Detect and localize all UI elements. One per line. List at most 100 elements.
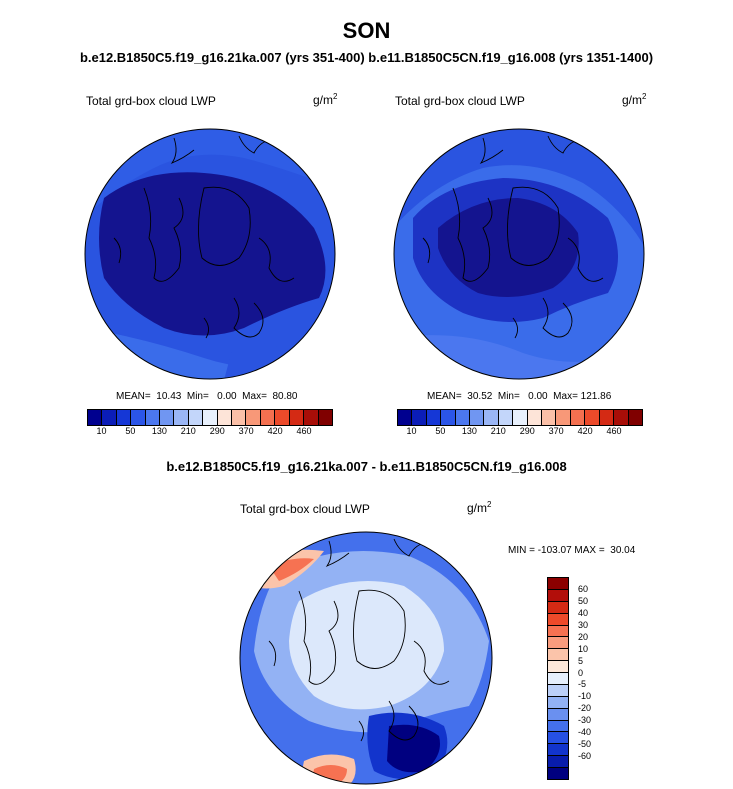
left-colorbar-swatch xyxy=(116,410,132,425)
difference-colorbar-swatch xyxy=(548,768,568,779)
left-colorbar-tick-label: 290 xyxy=(209,426,225,436)
difference-colorbar-swatch xyxy=(548,708,568,721)
left-colorbar-swatch xyxy=(145,410,161,425)
right-panel-units: g/m2 xyxy=(622,92,647,107)
difference-colorbar-tick-label: 20 xyxy=(578,631,589,642)
right-colorbar-tick-label: 460 xyxy=(606,426,622,436)
right-panel-label: Total grd-box cloud LWP xyxy=(395,94,525,108)
left-colorbar-tick-label: 130 xyxy=(151,426,167,436)
difference-colorbar-tick-label: 60 xyxy=(578,583,589,594)
left-panel-stats: MEAN= 10.43 Min= 0.00 Max= 80.80 xyxy=(116,391,298,402)
difference-colorbar-swatch xyxy=(548,601,568,614)
left-colorbar-swatch xyxy=(203,410,218,425)
left-colorbar-tick-label: 370 xyxy=(238,426,254,436)
right-colorbar-swatch xyxy=(484,410,499,425)
left-panel-units: g/m2 xyxy=(313,92,338,107)
left-colorbar-swatch xyxy=(188,410,204,425)
difference-colorbar xyxy=(547,577,569,780)
left-colorbar-tick-label: 210 xyxy=(180,426,196,436)
right-colorbar: 10 50 130 210 290 370 420 460 xyxy=(397,409,643,438)
difference-colorbar-tick-label: -50 xyxy=(578,739,592,750)
right-panel-stats: MEAN= 30.52 Min= 0.00 Max= 121.86 xyxy=(427,391,612,402)
right-colorbar-swatch xyxy=(412,410,427,425)
right-colorbar-swatch xyxy=(527,410,543,425)
left-colorbar-swatch xyxy=(88,410,103,425)
right-colorbar-swatch xyxy=(599,410,615,425)
difference-colorbar-swatch xyxy=(548,613,568,626)
left-colorbar-tick-label: 10 xyxy=(96,426,107,436)
page-title: SON xyxy=(342,18,391,43)
difference-panel-units: g/m2 xyxy=(467,500,492,515)
difference-stats: MIN = -103.07 MAX = 30.04 xyxy=(508,545,636,556)
difference-colorbar-swatch xyxy=(548,756,568,768)
difference-colorbar-swatch xyxy=(548,684,568,697)
left-colorbar-swatch xyxy=(304,410,319,425)
difference-colorbar-swatch xyxy=(548,625,568,638)
left-colorbar-tick-label: 460 xyxy=(296,426,312,436)
right-colorbar-swatch xyxy=(398,410,413,425)
right-colorbar-swatch xyxy=(441,410,456,425)
left-colorbar-tick-label: 420 xyxy=(267,426,283,436)
difference-colorbar-tick-label: 50 xyxy=(578,595,589,606)
difference-colorbar-tick-label: 30 xyxy=(578,619,589,630)
difference-colorbar-tick-label: 10 xyxy=(578,643,589,654)
difference-colorbar-tick-label: -60 xyxy=(578,751,592,762)
difference-colorbar-swatch xyxy=(548,661,568,673)
difference-colorbar-tick-label: -30 xyxy=(578,715,592,726)
left-colorbar-swatch xyxy=(275,410,290,425)
right-colorbar-tick-label: 210 xyxy=(490,426,506,436)
difference-colorbar-tick-label: -10 xyxy=(578,691,592,702)
right-colorbar-swatch xyxy=(470,410,485,425)
right-colorbar-tick-label: 290 xyxy=(519,426,535,436)
difference-colorbar-swatch xyxy=(548,744,568,757)
left-colorbar-swatch xyxy=(217,410,233,425)
left-colorbar-swatch xyxy=(318,410,332,425)
right-colorbar-swatch xyxy=(570,410,586,425)
right-colorbar-swatch xyxy=(585,410,600,425)
difference-title: b.e12.B1850C5.f19_g16.21ka.007 - b.e11.B… xyxy=(166,459,567,474)
difference-colorbar-tick-label: 40 xyxy=(578,607,589,618)
left-colorbar-swatch xyxy=(232,410,247,425)
right-colorbar-tick-label: 370 xyxy=(548,426,564,436)
right-colorbar-swatch xyxy=(426,410,442,425)
left-colorbar-swatch xyxy=(246,410,261,425)
difference-colorbar-swatch xyxy=(548,637,568,650)
left-colorbar-tick-label: 50 xyxy=(125,426,136,436)
left-polar-map xyxy=(84,128,336,380)
difference-colorbar-swatch xyxy=(548,649,568,662)
right-colorbar-swatch xyxy=(542,410,557,425)
difference-colorbar-tick-label: -40 xyxy=(578,727,592,738)
left-colorbar-swatch xyxy=(102,410,117,425)
right-colorbar-swatch xyxy=(614,410,629,425)
difference-colorbar-swatch xyxy=(548,732,568,745)
left-colorbar-swatch xyxy=(289,410,305,425)
right-colorbar-tick-label: 420 xyxy=(577,426,593,436)
left-colorbar-swatch xyxy=(174,410,189,425)
right-polar-map xyxy=(393,128,645,380)
difference-colorbar-swatch xyxy=(548,696,568,709)
left-panel-label: Total grd-box cloud LWP xyxy=(86,94,216,108)
right-colorbar-tick-label: 50 xyxy=(435,426,446,436)
right-colorbar-tick-label: 10 xyxy=(406,426,417,436)
difference-colorbar-swatch xyxy=(548,720,568,733)
page-subtitle: b.e12.B1850C5.f19_g16.21ka.007 (yrs 351-… xyxy=(79,50,654,65)
right-colorbar-swatch xyxy=(556,410,571,425)
difference-colorbar-swatch xyxy=(548,589,568,602)
right-colorbar-swatch xyxy=(513,410,528,425)
difference-colorbar-tick-label: -5 xyxy=(578,679,587,690)
difference-panel-label: Total grd-box cloud LWP xyxy=(240,502,370,516)
difference-polar-map xyxy=(239,531,493,785)
difference-colorbar-tick-label: -20 xyxy=(578,703,592,714)
left-colorbar-swatch xyxy=(160,410,175,425)
difference-colorbar-swatch xyxy=(548,578,568,590)
right-colorbar-swatch xyxy=(455,410,471,425)
left-colorbar-swatch xyxy=(260,410,276,425)
right-colorbar-swatch xyxy=(628,410,642,425)
left-colorbar: 10 50 130 210 290 370 420 460 xyxy=(87,409,333,438)
right-colorbar-swatch xyxy=(498,410,514,425)
difference-colorbar-tick-label: 5 xyxy=(578,655,584,666)
right-colorbar-tick-label: 130 xyxy=(461,426,477,436)
difference-colorbar-swatch xyxy=(548,673,568,685)
difference-colorbar-tick-label: 0 xyxy=(578,667,584,678)
left-colorbar-swatch xyxy=(131,410,146,425)
